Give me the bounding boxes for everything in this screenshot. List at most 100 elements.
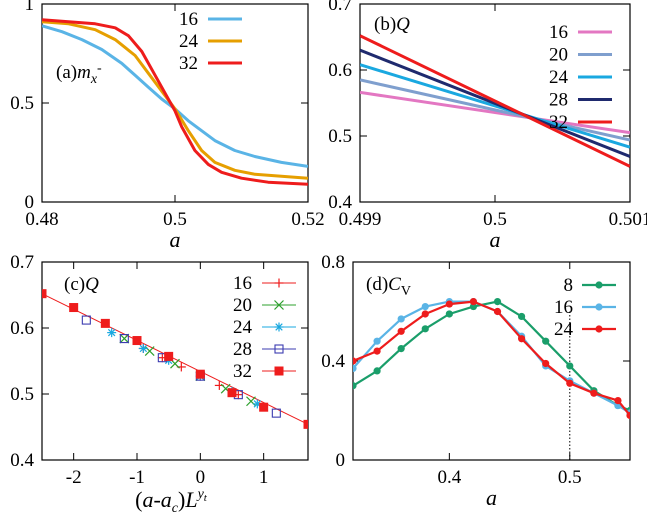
x-tick-label: 0.5	[483, 209, 507, 230]
data-point	[590, 389, 598, 397]
x-tick-label: 0.52	[291, 209, 324, 230]
y-tick-label: 0.8	[321, 252, 345, 273]
series-line-16	[360, 90, 630, 135]
legend-marker	[595, 303, 603, 311]
data-point	[614, 397, 622, 405]
legend-label: 32	[233, 361, 252, 382]
legend-label: 16	[179, 9, 198, 30]
data-point	[626, 411, 630, 420]
data-point	[138, 343, 148, 353]
data-point	[100, 318, 110, 328]
data-point	[373, 347, 381, 355]
data-point	[132, 336, 142, 346]
data-point	[303, 419, 308, 429]
data-point	[81, 315, 91, 325]
y-tick-label: 0.4	[321, 351, 345, 372]
plot-frame	[41, 261, 309, 461]
data-point	[119, 333, 130, 344]
y-tick-label: 0.5	[328, 126, 352, 147]
x-tick-label: 0.501	[609, 209, 647, 230]
fit-line	[41, 293, 309, 425]
data-point	[397, 315, 405, 323]
legend-marker	[274, 344, 284, 354]
data-point	[566, 379, 574, 387]
data-point	[518, 312, 526, 321]
panel-label: (b)Q	[374, 14, 410, 35]
y-tick-label: 0.7	[328, 0, 352, 15]
x-tick-label: 0	[196, 467, 206, 488]
series-line-28	[360, 48, 630, 158]
x-tick-label: 0.499	[339, 209, 382, 230]
series-line-24	[360, 63, 630, 149]
data-point	[259, 402, 269, 412]
legend-marker	[595, 325, 603, 333]
y-tick-label: 0.7	[10, 252, 34, 273]
legend-marker	[274, 300, 284, 310]
data-point	[493, 307, 502, 316]
legend-label: 32	[549, 112, 568, 133]
plot-frame	[41, 3, 309, 203]
data-point	[518, 335, 526, 343]
data-point	[164, 351, 174, 361]
legend-label: 24	[549, 67, 569, 88]
legend-marker	[274, 278, 284, 288]
data-point	[493, 298, 502, 306]
legend-label: 20	[549, 45, 568, 66]
series-group	[42, 18, 308, 186]
data-point	[119, 334, 129, 344]
data-point	[397, 345, 405, 353]
x-tick-label: -1	[129, 467, 145, 488]
legend-label: 24	[233, 317, 253, 338]
data-point	[271, 408, 281, 418]
x-axis-label: a	[486, 485, 497, 510]
panel-label: (c)Q	[64, 274, 99, 295]
series-line-32	[42, 18, 308, 186]
legend-label: 20	[233, 295, 252, 316]
legend-label: 16	[233, 273, 252, 294]
data-point	[445, 300, 453, 308]
data-point	[469, 298, 478, 306]
legend-label: 28	[233, 339, 252, 360]
y-tick-label: 0.4	[10, 450, 34, 471]
series-group	[353, 298, 630, 420]
series-line-20	[360, 78, 630, 142]
data-point	[353, 364, 357, 373]
data-point	[421, 325, 429, 333]
series-line-16	[353, 300, 630, 414]
data-point	[69, 303, 79, 313]
x-tick-label: 1	[259, 467, 269, 488]
legend-label: 16	[549, 22, 568, 43]
y-tick-label: 0.6	[328, 60, 352, 81]
panel-label: (d)CV	[366, 274, 411, 299]
data-point	[542, 337, 550, 345]
legend-label: 32	[179, 53, 198, 74]
x-axis-label: (a-ac)Lyt	[135, 487, 208, 516]
y-tick-label: 0.5	[10, 93, 34, 114]
legend-label: 8	[564, 275, 574, 296]
x-tick-label: 0.4	[437, 467, 461, 488]
series-group	[42, 289, 308, 429]
series-line-8	[353, 300, 630, 412]
legend-marker	[274, 322, 284, 332]
x-tick-label: 0.5	[558, 467, 582, 488]
series-line-16	[42, 24, 308, 168]
data-point	[566, 362, 574, 370]
x-axis-label: a	[490, 227, 501, 252]
series-line-24	[42, 20, 308, 180]
legend-marker	[595, 281, 603, 289]
legend-label: 24	[554, 319, 574, 340]
data-point	[542, 359, 550, 368]
x-tick-label: 0.48	[25, 209, 58, 230]
y-tick-label: 1	[25, 0, 35, 15]
data-point	[421, 302, 429, 311]
y-tick-label: 0.4	[328, 192, 352, 213]
legend-label: 28	[549, 90, 568, 111]
data-point	[227, 388, 237, 398]
data-point	[195, 369, 205, 379]
y-tick-label: 0.5	[10, 384, 34, 405]
series-line-24	[353, 300, 630, 417]
